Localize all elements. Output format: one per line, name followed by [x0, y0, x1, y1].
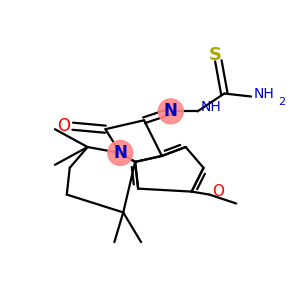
Text: N: N: [164, 102, 178, 120]
Text: NH: NH: [254, 86, 275, 100]
Circle shape: [158, 99, 183, 124]
Text: 2: 2: [278, 98, 285, 107]
Text: O: O: [57, 117, 70, 135]
Text: N: N: [113, 144, 127, 162]
Text: O: O: [212, 184, 224, 199]
Circle shape: [108, 140, 133, 166]
Text: S: S: [209, 46, 222, 64]
Text: NH: NH: [200, 100, 221, 114]
